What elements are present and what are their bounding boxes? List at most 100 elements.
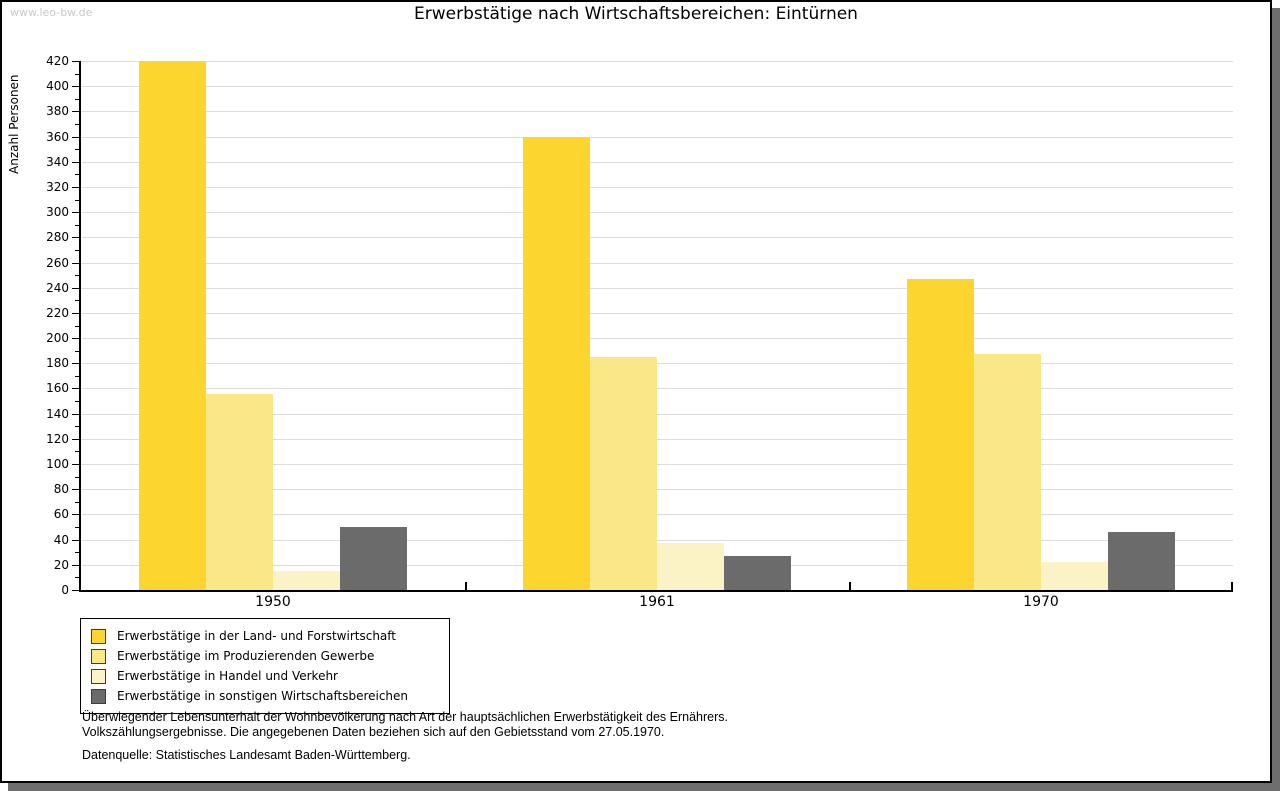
y-tick-major	[72, 237, 79, 238]
y-tick-major	[72, 540, 79, 541]
plot-area: 0 20 40 60 80 100 120 140 160 180 200 220 240 260 280 3…	[46, 55, 1233, 610]
y-tick-minor	[75, 275, 79, 276]
y-tick-label: 0	[61, 583, 69, 597]
bar	[340, 527, 407, 590]
footer-source: Datenquelle: Statistisches Landesamt Bad…	[82, 748, 411, 762]
x-axis-label: 1950	[255, 594, 291, 610]
gridline	[81, 540, 1233, 541]
y-tick-label: 160	[46, 381, 69, 395]
gridline	[81, 111, 1233, 112]
gridline	[81, 439, 1233, 440]
bar	[523, 137, 590, 590]
legend-item: Erwerbstätige in Handel und Verkehr	[91, 666, 445, 686]
y-tick-major	[72, 162, 79, 163]
bar	[657, 543, 724, 590]
y-tick-label: 140	[46, 407, 69, 421]
bar	[724, 556, 791, 590]
y-tick-label: 20	[53, 558, 69, 572]
footer-line-2: Volkszählungsergebnisse. Die angegebenen…	[82, 724, 665, 739]
gridline	[81, 212, 1233, 213]
gridline	[81, 187, 1233, 188]
y-tick-minor	[75, 451, 79, 452]
legend-label: Erwerbstätige in Handel und Verkehr	[117, 669, 338, 683]
gridline	[81, 162, 1233, 163]
bar	[206, 394, 273, 590]
x-axis-label: 1961	[639, 594, 675, 610]
y-tick-major	[72, 414, 79, 415]
y-tick-label: 280	[46, 230, 69, 244]
legend-swatch	[91, 688, 106, 704]
legend-swatch	[91, 628, 106, 644]
x-axis-label: 1970	[1023, 594, 1059, 610]
y-tick-major	[72, 489, 79, 490]
y-tick-major	[72, 590, 79, 591]
y-tick-label: 80	[53, 482, 69, 496]
bar	[907, 279, 974, 590]
y-tick-minor	[75, 200, 79, 201]
bar	[590, 357, 657, 590]
y-tick-label: 40	[53, 533, 69, 547]
gridline	[81, 388, 1233, 389]
y-tick-minor	[75, 376, 79, 377]
y-tick-major	[72, 439, 79, 440]
y-tick-minor	[75, 74, 79, 75]
gridline	[81, 414, 1233, 415]
y-tick-minor	[75, 577, 79, 578]
legend-item: Erwerbstätige in der Land- und Forstwirt…	[91, 626, 445, 646]
y-tick-minor	[75, 149, 79, 150]
watermark: www.leo-bw.de	[10, 6, 93, 19]
y-tick-minor	[75, 300, 79, 301]
x-tick	[1231, 582, 1233, 590]
y-tick-minor	[75, 477, 79, 478]
y-tick-major	[72, 338, 79, 339]
legend-swatch	[91, 648, 106, 664]
bar	[273, 571, 340, 590]
bar	[974, 354, 1041, 590]
y-tick-major	[72, 388, 79, 389]
y-tick-label: 380	[46, 104, 69, 118]
y-tick-minor	[75, 174, 79, 175]
y-tick-label: 200	[46, 331, 69, 345]
bar	[139, 61, 206, 590]
gridline	[81, 263, 1233, 264]
gridline	[81, 464, 1233, 465]
y-tick-label: 240	[46, 281, 69, 295]
legend-item: Erwerbstätige in sonstigen Wirtschaftsbe…	[91, 686, 445, 706]
y-tick-major	[72, 514, 79, 515]
gridline	[81, 61, 1233, 62]
y-tick-major	[72, 288, 79, 289]
y-tick-minor	[75, 326, 79, 327]
y-tick-minor	[75, 426, 79, 427]
gridline	[81, 237, 1233, 238]
y-tick-major	[72, 464, 79, 465]
y-tick-major	[72, 187, 79, 188]
y-tick-label: 360	[46, 130, 69, 144]
gridline	[81, 137, 1233, 138]
y-axis-title: Anzahl Personen	[7, 74, 21, 174]
gridline	[81, 489, 1233, 490]
y-tick-major	[72, 111, 79, 112]
y-tick-label: 420	[46, 54, 69, 68]
y-tick-minor	[75, 502, 79, 503]
footer: Überwiegender Lebensunterhalt der Wohnbe…	[82, 710, 728, 763]
y-tick-label: 300	[46, 205, 69, 219]
gridline	[81, 514, 1233, 515]
y-tick-minor	[75, 552, 79, 553]
y-tick-major	[72, 212, 79, 213]
y-tick-minor	[75, 401, 79, 402]
y-tick-label: 180	[46, 356, 69, 370]
y-tick-label: 60	[53, 507, 69, 521]
y-tick-minor	[75, 225, 79, 226]
y-tick-minor	[75, 99, 79, 100]
y-tick-label: 220	[46, 306, 69, 320]
page-title: Erwerbstätige nach Wirtschaftsbereichen:…	[414, 4, 858, 24]
legend-label: Erwerbstätige in der Land- und Forstwirt…	[117, 629, 396, 643]
y-tick-major	[72, 263, 79, 264]
y-tick-minor	[75, 351, 79, 352]
y-tick-label: 320	[46, 180, 69, 194]
gridline	[81, 363, 1233, 364]
bar	[1041, 562, 1108, 590]
gridline	[81, 86, 1233, 87]
gridline	[81, 338, 1233, 339]
